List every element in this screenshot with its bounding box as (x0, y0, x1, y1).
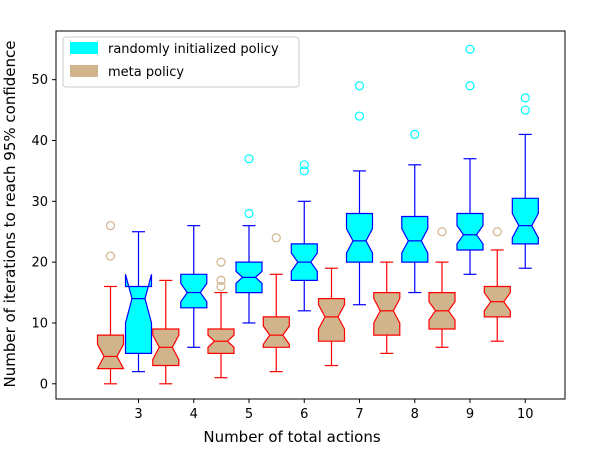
box-body (456, 212, 484, 251)
legend-swatch-random (70, 42, 98, 54)
x-tick-label: 10 (517, 407, 534, 422)
box-body (373, 292, 401, 336)
y-tick-label: 30 (31, 195, 48, 210)
outlier-point (520, 105, 530, 115)
box-meta-3 (96, 221, 125, 385)
legend-label-meta: meta policy (108, 65, 184, 80)
box-random-9 (456, 44, 484, 275)
axes-frame (55, 30, 566, 400)
boxes-layer (96, 44, 539, 385)
y-tick-label: 40 (31, 134, 48, 149)
outlier-point (244, 154, 254, 164)
box-random-8 (401, 129, 429, 294)
box-meta-7 (317, 267, 346, 367)
box-body (262, 316, 290, 348)
box-body (96, 334, 125, 370)
box-random-10 (511, 93, 539, 269)
box-meta-6 (262, 233, 290, 373)
outlier-point (105, 221, 116, 231)
x-tick-label: 9 (466, 407, 474, 422)
outlier-point (299, 160, 309, 170)
y-tick-label: 0 (40, 377, 48, 392)
outlier-point (465, 44, 475, 54)
outlier-point (299, 166, 309, 176)
legend-swatch-meta (70, 65, 98, 77)
legend: randomly initialized policy meta policy (62, 36, 300, 88)
x-tick-label: 4 (190, 407, 198, 422)
box-random-3 (124, 231, 153, 373)
box-meta-5 (207, 257, 235, 379)
outlier-point (354, 81, 365, 91)
outlier-point (216, 275, 226, 285)
y-axis-label: Number of iterations to reach 95% confid… (1, 40, 19, 387)
outlier-point (271, 233, 281, 243)
box-body (345, 212, 374, 263)
outlier-point (105, 251, 116, 261)
legend-label-random: randomly initialized policy (108, 42, 279, 57)
outlier-point (216, 281, 226, 292)
x-axis-label: Number of total actions (203, 428, 380, 446)
box-random-7 (345, 81, 374, 306)
axes-layer (55, 30, 566, 400)
ticks-layer: 0 10 20 30 40 50 3 4 5 6 7 8 9 10 (31, 73, 533, 422)
y-tick-label: 20 (31, 256, 48, 271)
outlier-point (465, 81, 475, 91)
outlier-point (244, 208, 254, 219)
x-tick-label: 5 (245, 407, 253, 422)
outlier-point (354, 111, 365, 121)
outlier-point (492, 227, 502, 237)
box-random-6 (290, 160, 318, 312)
legend-frame (62, 36, 300, 88)
y-tick-label: 10 (31, 316, 48, 331)
box-body (124, 274, 153, 354)
outlier-point (410, 129, 420, 140)
x-tick-label: 3 (134, 407, 142, 422)
series-meta (96, 221, 511, 385)
box-body (401, 215, 429, 263)
x-tick-label: 7 (355, 407, 363, 422)
box-random-4 (180, 225, 208, 348)
series-random (124, 44, 539, 373)
box-body (180, 273, 208, 309)
x-tick-label: 6 (300, 407, 308, 422)
outlier-point (216, 257, 226, 267)
outlier-point (520, 93, 530, 103)
box-meta-9 (428, 227, 456, 348)
x-tick-label: 8 (411, 407, 419, 422)
box-meta-10 (483, 227, 511, 342)
box-body (511, 197, 539, 245)
box-meta-8 (373, 261, 401, 354)
outlier-point (437, 227, 447, 237)
box-random-5 (235, 154, 263, 324)
y-tick-label: 50 (31, 73, 48, 88)
box-body (317, 298, 346, 342)
box-meta-4 (152, 279, 180, 385)
